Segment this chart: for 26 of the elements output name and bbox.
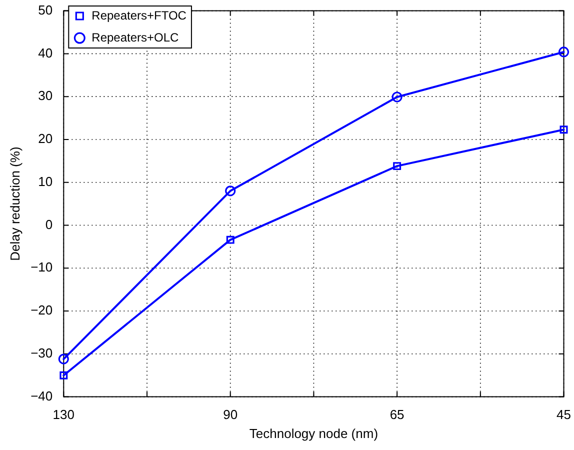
y-tick-label: 30 [38,88,53,104]
x-tick-label: 45 [556,407,572,422]
point [392,92,402,102]
y-tick-label: 20 [38,131,53,146]
legend-label: Repeaters+FTOC [92,8,187,22]
y-tick-label: 40 [38,45,53,60]
point [58,354,69,364]
point [225,186,236,196]
point [393,162,402,170]
y-tick-label: −10 [30,260,53,275]
x-tick-label: 130 [52,407,75,422]
x-tick-label: 65 [390,407,404,422]
point [560,126,568,134]
y-axis-title: Delay reduction (%) [7,146,22,261]
y-tick-label: −20 [30,302,53,318]
x-tick-label: 90 [223,407,238,422]
legend-label: Repeaters+OLC [92,30,180,44]
y-tick-label: −40 [30,388,53,404]
point [558,46,570,58]
y-tick-label: 0 [45,216,53,232]
y-tick-label: 50 [38,2,53,18]
x-axis-title: Technology node (nm) [249,426,378,441]
y-tick-label: 10 [38,174,53,189]
point [226,236,234,244]
point [60,371,68,380]
y-tick-label: −30 [30,345,53,360]
